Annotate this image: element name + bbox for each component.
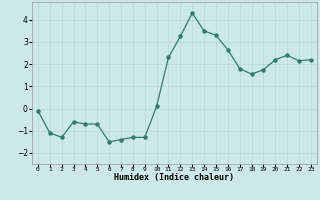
X-axis label: Humidex (Indice chaleur): Humidex (Indice chaleur) [115,173,234,182]
